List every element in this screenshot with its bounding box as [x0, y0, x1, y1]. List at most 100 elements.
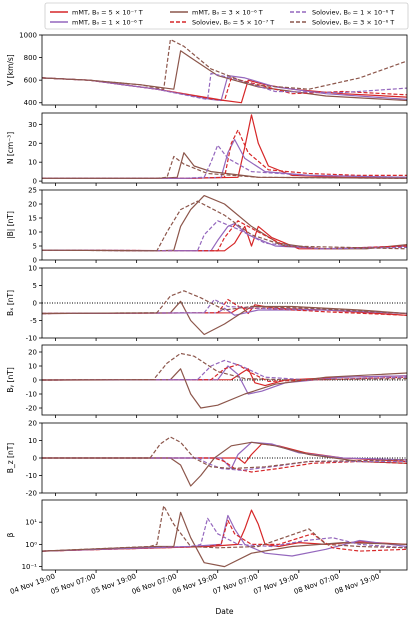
panel: 0 5 10 15 20 25 |B| [nT]	[6, 187, 408, 265]
legend-label: mMT, B₀ = 1 × 10⁻⁶ T	[72, 19, 143, 27]
y-tick-label: 20	[28, 420, 37, 428]
y-tick-label: -20	[26, 405, 37, 413]
y-axis-label: V [km/s]	[6, 54, 15, 86]
y-tick-label: 800	[24, 54, 37, 62]
legend-label: mMT, B₀ = 5 × 10⁻⁷ T	[72, 9, 143, 17]
y-axis-label: β	[6, 532, 15, 537]
y-axis-label: Bₓ [nT]	[6, 290, 15, 316]
x-tick-label: 08 Nov 07:00	[293, 572, 340, 596]
series-line	[42, 436, 407, 470]
series-line	[42, 368, 407, 387]
y-tick-label: 1000	[19, 32, 37, 40]
series-line	[42, 441, 407, 487]
y-tick-label: 15	[28, 215, 37, 223]
y-tick-label: 5	[33, 243, 37, 251]
legend-label: Soloviev, B₀ = 1 × 10⁻⁶ T	[312, 9, 394, 17]
panel-frame	[41, 189, 408, 261]
panel: 0 10 20 30 N [cm⁻³]	[6, 112, 408, 186]
x-axis-label: Date	[216, 607, 234, 616]
y-tick-label: 25	[28, 187, 37, 195]
y-tick-label: 0	[33, 377, 37, 385]
y-tick-label: 10¹	[25, 519, 37, 527]
series-line	[42, 519, 407, 552]
y-axis-label: N [cm⁻³]	[6, 132, 15, 164]
y-tick-label: 0	[33, 455, 37, 463]
series-line	[42, 298, 407, 315]
y-axis-label: Bᵧ [nT]	[6, 367, 15, 393]
series-line	[42, 220, 407, 252]
y-tick-label: -20	[26, 490, 37, 498]
panel-frame	[41, 34, 408, 106]
series-line	[42, 114, 407, 179]
series-line	[42, 144, 407, 179]
y-tick-label: 400	[24, 99, 37, 107]
series-line	[42, 50, 407, 102]
series-line	[42, 300, 407, 336]
y-tick-label: 10⁻¹	[22, 563, 38, 571]
y-tick-label: 10	[28, 265, 37, 273]
panel-frame	[41, 112, 408, 184]
legend-frame	[44, 2, 409, 30]
y-tick-label: -10	[26, 472, 37, 480]
series-line	[42, 138, 407, 179]
x-tick-label: 04 Nov 19:00	[9, 572, 56, 596]
y-tick-label: 20	[28, 140, 37, 148]
y-tick-label: 10⁰	[25, 541, 37, 549]
panel: 400 600 800 1000 V [km/s]	[6, 32, 408, 108]
legend: mMT, B₀ = 5 × 10⁻⁷ T mMT, B₀ = 1 × 10⁻⁶ T…	[44, 2, 409, 30]
series-line	[42, 38, 407, 90]
series-line	[42, 457, 407, 471]
legend-label: mMT, B₀ = 3 × 10⁻⁶ T	[192, 9, 263, 17]
series-line	[42, 220, 407, 252]
series-line	[42, 298, 407, 316]
series-line	[42, 223, 407, 252]
series-line	[42, 129, 407, 179]
y-tick-label: -10	[26, 391, 37, 399]
y-tick-label: 10	[28, 437, 37, 445]
series-line	[42, 457, 407, 473]
y-tick-label: 0	[33, 300, 37, 308]
x-tick-label: 06 Nov 19:00	[171, 572, 218, 596]
series-line	[42, 352, 407, 381]
y-tick-label: -10	[26, 335, 37, 343]
series-line	[42, 364, 407, 382]
series-line	[42, 517, 407, 552]
series-line	[42, 72, 407, 100]
series-line	[42, 152, 407, 179]
y-axis-label: B_z [nT]	[6, 443, 15, 473]
x-tick-label: 05 Nov 19:00	[90, 572, 137, 596]
panel: -20 -10 0 10 20 B_z [nT]	[6, 420, 408, 498]
y-tick-label: 10	[28, 363, 37, 371]
series-line	[42, 511, 407, 568]
x-tick-label: 05 Nov 07:00	[50, 572, 97, 596]
y-tick-label: 600	[24, 77, 37, 85]
series-line	[42, 441, 407, 470]
y-tick-label: -5	[30, 317, 37, 325]
y-tick-label: 0	[33, 178, 37, 186]
panel-frame	[41, 499, 408, 571]
x-tick-label: 06 Nov 07:00	[131, 572, 178, 596]
legend-label: Soloviev, B₀ = 3 × 10⁻⁶ T	[312, 19, 394, 27]
y-tick-label: 10	[28, 229, 37, 237]
x-tick-label: 07 Nov 07:00	[212, 572, 259, 596]
series-line	[42, 200, 407, 252]
panel: -10 -5 0 5 10 Bₓ [nT]	[6, 265, 408, 343]
y-tick-label: 0	[33, 257, 37, 265]
series-line	[42, 155, 407, 179]
panel: -20 -10 0 10 20 Bᵧ [nT]	[6, 344, 408, 418]
x-tick-label: 08 Nov 19:00	[334, 572, 381, 596]
series-line	[42, 290, 407, 315]
y-tick-label: 30	[28, 121, 37, 129]
y-axis-label: |B| [nT]	[6, 211, 15, 239]
y-tick-label: 20	[28, 201, 37, 209]
y-tick-label: 10	[28, 159, 37, 167]
series-line	[42, 368, 407, 409]
x-tick-label: 07 Nov 19:00	[252, 572, 299, 596]
legend-label: Soloviev, B₀ = 5 × 10⁻⁷ T	[192, 19, 274, 27]
y-tick-label: 20	[28, 349, 37, 357]
y-tick-label: 5	[33, 282, 37, 290]
series-line	[42, 505, 407, 552]
